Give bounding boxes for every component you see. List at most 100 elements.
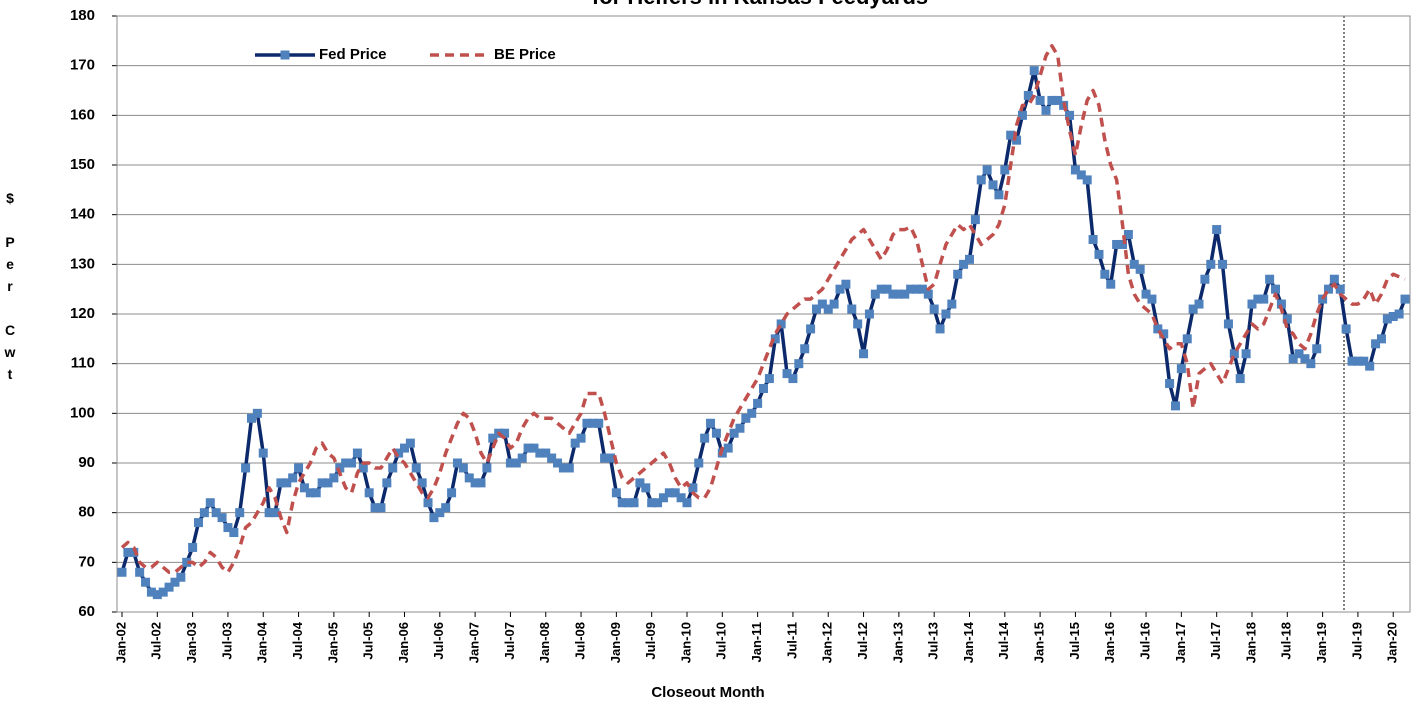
data-point bbox=[211, 508, 221, 518]
x-tick-label: Jul-02 bbox=[149, 622, 164, 660]
data-point bbox=[906, 284, 916, 294]
data-point bbox=[1023, 90, 1033, 100]
data-point bbox=[488, 433, 498, 443]
data-point bbox=[1182, 334, 1192, 344]
data-point bbox=[1376, 334, 1386, 344]
data-point bbox=[582, 418, 592, 428]
data-point bbox=[841, 279, 851, 289]
data-point bbox=[317, 478, 327, 488]
x-tick-label: Jul-19 bbox=[1349, 622, 1364, 660]
data-point bbox=[588, 418, 598, 428]
data-point bbox=[1312, 344, 1322, 354]
x-tick-label: Jul-09 bbox=[643, 622, 658, 660]
data-point bbox=[553, 458, 563, 468]
y-tick-label: 120 bbox=[70, 305, 95, 322]
data-point bbox=[117, 567, 127, 577]
data-point bbox=[458, 463, 468, 473]
data-point bbox=[576, 433, 586, 443]
y-tick-label: 70 bbox=[78, 553, 95, 570]
data-point bbox=[870, 289, 880, 299]
data-point bbox=[1259, 294, 1269, 304]
data-point bbox=[1400, 294, 1410, 304]
data-point bbox=[1047, 95, 1057, 105]
x-tick-label: Jul-06 bbox=[431, 622, 446, 660]
data-point bbox=[1147, 294, 1157, 304]
x-tick-label: Jan-18 bbox=[1243, 622, 1258, 663]
data-point bbox=[1017, 110, 1027, 120]
data-point bbox=[1341, 324, 1351, 334]
data-point bbox=[764, 374, 774, 384]
x-tick-label: Jan-05 bbox=[325, 622, 340, 663]
data-point bbox=[223, 523, 233, 533]
data-point bbox=[682, 498, 692, 508]
data-point bbox=[847, 304, 857, 314]
data-point bbox=[411, 463, 421, 473]
data-point bbox=[558, 463, 568, 473]
y-tick-label: 160 bbox=[70, 106, 95, 123]
data-point bbox=[523, 443, 533, 453]
data-point bbox=[376, 503, 386, 513]
data-point bbox=[635, 478, 645, 488]
data-point bbox=[335, 463, 345, 473]
data-point bbox=[182, 557, 192, 567]
data-point bbox=[1365, 361, 1375, 371]
data-point bbox=[829, 299, 839, 309]
y-tick-label: 90 bbox=[78, 454, 95, 471]
data-point bbox=[1382, 314, 1392, 324]
data-point bbox=[188, 542, 198, 552]
x-tick-label: Jul-08 bbox=[572, 622, 587, 660]
data-point bbox=[1229, 349, 1239, 359]
data-point bbox=[1253, 294, 1263, 304]
data-point bbox=[352, 448, 362, 458]
data-point bbox=[217, 513, 227, 523]
data-point bbox=[853, 319, 863, 329]
y-tick-label: 150 bbox=[70, 156, 95, 173]
data-point bbox=[1247, 299, 1257, 309]
data-point bbox=[135, 567, 145, 577]
x-tick-label: Jan-19 bbox=[1314, 622, 1329, 663]
data-point bbox=[252, 408, 262, 418]
data-point bbox=[641, 483, 651, 493]
data-point bbox=[1112, 239, 1122, 249]
data-point bbox=[1218, 259, 1228, 269]
data-point bbox=[1188, 304, 1198, 314]
data-point bbox=[594, 418, 604, 428]
data-point bbox=[876, 284, 886, 294]
x-tick-label: Jul-18 bbox=[1279, 622, 1294, 660]
data-point bbox=[1053, 95, 1063, 105]
data-point bbox=[882, 284, 892, 294]
data-point bbox=[664, 488, 674, 498]
data-point bbox=[1159, 329, 1169, 339]
y-tick-label: 130 bbox=[70, 255, 95, 272]
data-point bbox=[770, 334, 780, 344]
data-point bbox=[670, 488, 680, 498]
data-point bbox=[517, 453, 527, 463]
x-tick-label: Jul-13 bbox=[926, 622, 941, 660]
data-point bbox=[729, 428, 739, 438]
x-tick-label: Jan-13 bbox=[890, 622, 905, 663]
legend-marker bbox=[280, 50, 290, 60]
data-point bbox=[706, 418, 716, 428]
data-point bbox=[782, 369, 792, 379]
data-point bbox=[141, 577, 151, 587]
plot-border bbox=[116, 15, 1411, 613]
x-tick-label: Jan-20 bbox=[1385, 622, 1400, 663]
data-point bbox=[429, 513, 439, 523]
y-axis-label: $ Per Cwt bbox=[2, 190, 18, 388]
data-point bbox=[311, 488, 321, 498]
data-point bbox=[476, 478, 486, 488]
x-tick-label: Jan-14 bbox=[961, 621, 976, 663]
data-point bbox=[452, 458, 462, 468]
data-point bbox=[864, 309, 874, 319]
data-point bbox=[1035, 95, 1045, 105]
data-point bbox=[399, 443, 409, 453]
data-point bbox=[1206, 259, 1216, 269]
data-point bbox=[964, 254, 974, 264]
data-point bbox=[435, 508, 445, 518]
data-point bbox=[347, 458, 357, 468]
data-point bbox=[600, 453, 610, 463]
x-tick-label: Jul-12 bbox=[855, 622, 870, 660]
x-tick-label: Jan-12 bbox=[820, 622, 835, 663]
data-point bbox=[1076, 170, 1086, 180]
